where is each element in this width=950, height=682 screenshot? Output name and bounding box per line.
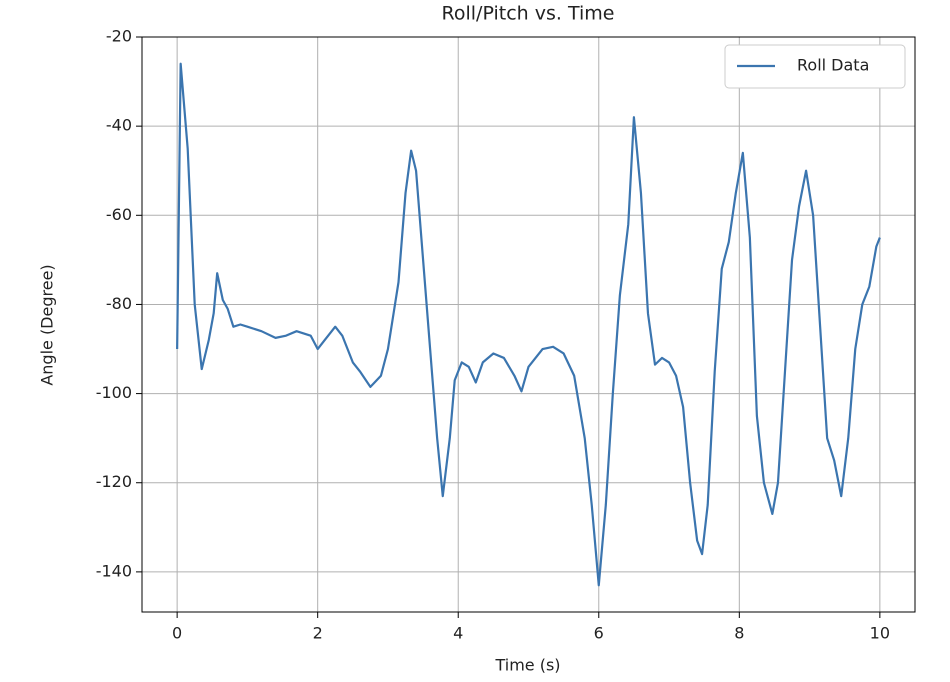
y-tick-label: -120 <box>96 472 132 491</box>
legend-box <box>724 44 906 89</box>
y-tick-label: -40 <box>106 116 132 135</box>
x-axis-label: Time (s) <box>494 656 560 675</box>
x-tick-label: 0 <box>172 624 182 643</box>
y-tick-label: -60 <box>106 205 132 224</box>
y-tick-label: -80 <box>106 294 132 313</box>
chart-title: Roll/Pitch vs. Time <box>442 3 615 25</box>
x-tick-label: 6 <box>594 624 604 643</box>
x-tick-label: 8 <box>734 624 744 643</box>
y-tick-label: -20 <box>106 27 132 46</box>
y-tick-label: -100 <box>96 383 132 402</box>
y-tick-label: -140 <box>96 561 132 580</box>
x-tick-label: 10 <box>870 624 890 643</box>
y-axis-label: Angle (Degree) <box>38 264 57 385</box>
x-tick-label: 4 <box>453 624 463 643</box>
plot-frame <box>141 36 916 613</box>
data-line <box>176 62 881 587</box>
legend-label: Roll Data <box>797 56 869 75</box>
x-tick-label: 2 <box>313 624 323 643</box>
